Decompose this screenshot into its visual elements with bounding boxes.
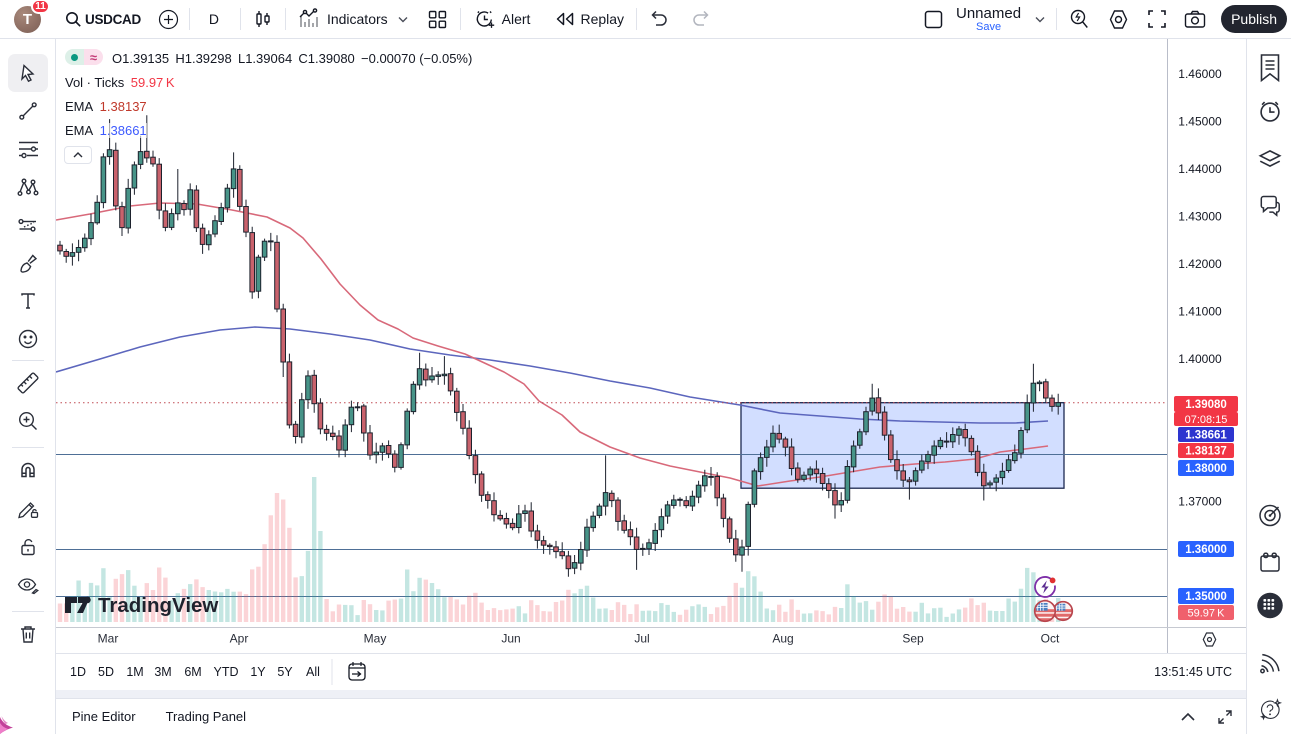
svg-text:1.44000: 1.44000 (1178, 162, 1222, 176)
svg-text:5Y: 5Y (277, 665, 293, 679)
svg-text:Aug: Aug (772, 632, 793, 646)
svg-text:Mar: Mar (98, 632, 119, 646)
svg-text:1M: 1M (126, 665, 143, 679)
svg-text:59.97 K: 59.97 K (1187, 608, 1225, 620)
svg-text:1.38000: 1.38000 (1185, 463, 1227, 475)
svg-text:1.45000: 1.45000 (1178, 115, 1222, 129)
svg-text:1.39080: 1.39080 (1185, 399, 1227, 411)
svg-text:Jul: Jul (634, 632, 649, 646)
svg-text:Jun: Jun (501, 632, 520, 646)
svg-text:6M: 6M (184, 665, 201, 679)
svg-text:1.38137: 1.38137 (1185, 446, 1227, 458)
svg-text:07:08:15: 07:08:15 (1185, 414, 1228, 426)
svg-text:May: May (364, 632, 387, 646)
svg-text:1.43000: 1.43000 (1178, 210, 1222, 224)
svg-text:1Y: 1Y (250, 665, 266, 679)
svg-text:13:51:45 UTC: 13:51:45 UTC (1154, 665, 1232, 679)
svg-text:Apr: Apr (230, 632, 249, 646)
svg-text:All: All (306, 665, 320, 679)
svg-text:1.35000: 1.35000 (1185, 591, 1227, 603)
svg-text:5D: 5D (98, 665, 114, 679)
svg-text:1.37000: 1.37000 (1178, 495, 1222, 509)
svg-text:1D: 1D (70, 665, 86, 679)
svg-text:Sep: Sep (902, 632, 924, 646)
svg-text:YTD: YTD (214, 665, 239, 679)
svg-text:3M: 3M (154, 665, 171, 679)
svg-text:1.42000: 1.42000 (1178, 257, 1222, 271)
svg-text:1.36000: 1.36000 (1185, 544, 1227, 556)
svg-text:1.40000: 1.40000 (1178, 352, 1222, 366)
svg-text:Oct: Oct (1041, 632, 1060, 646)
svg-text:TradingView: TradingView (98, 594, 218, 617)
svg-text:1.38661: 1.38661 (1185, 430, 1227, 442)
svg-text:1.41000: 1.41000 (1178, 305, 1222, 319)
svg-text:1.46000: 1.46000 (1178, 67, 1222, 81)
